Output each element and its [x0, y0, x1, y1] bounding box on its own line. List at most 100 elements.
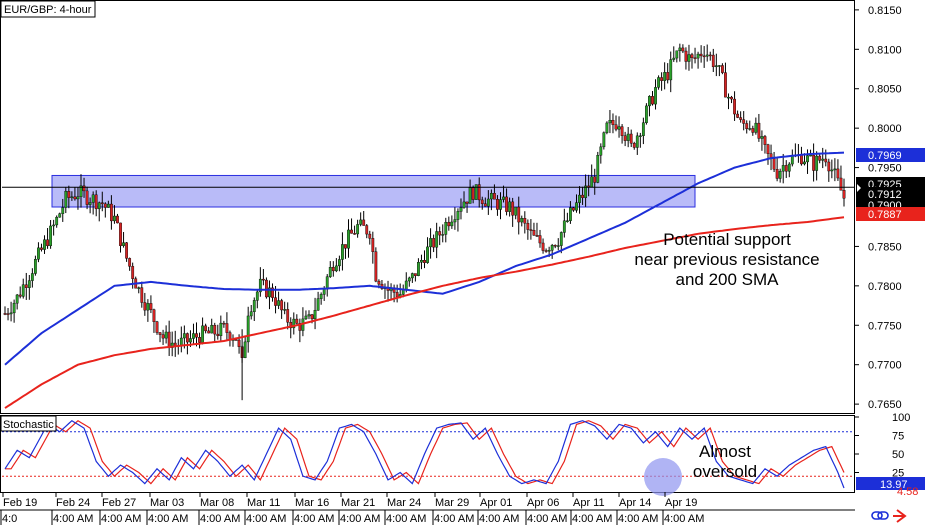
price-tag [856, 187, 925, 201]
candle-body [362, 219, 366, 226]
date-label: Feb 19 [3, 497, 37, 509]
candle-body [328, 267, 332, 277]
candle-body [684, 50, 688, 62]
candle-body [94, 194, 98, 210]
candle-body [304, 315, 308, 320]
candle-body [444, 221, 448, 235]
candle-body [377, 280, 381, 285]
candle-body [404, 280, 408, 291]
candle-body [15, 294, 19, 304]
candle-body [733, 98, 736, 115]
candle-body [645, 105, 648, 123]
candle-body [705, 54, 709, 57]
candle-body [471, 187, 475, 200]
candle-body [666, 72, 670, 81]
candle-body [334, 265, 338, 272]
candle-body [119, 222, 122, 246]
candle-body [52, 224, 56, 227]
candle-body [61, 207, 65, 214]
candle-body [772, 158, 776, 170]
candle-body [629, 133, 633, 144]
candle-body [626, 133, 630, 141]
candle-body [681, 47, 685, 52]
time-label: 4:00 AM [246, 513, 286, 525]
candle-body [800, 154, 803, 165]
candle-body [359, 219, 363, 225]
arrow-icon[interactable] [893, 509, 907, 523]
candle-body [502, 196, 505, 200]
candle-body [319, 294, 323, 299]
candle-body [417, 262, 420, 276]
time-label: 4:0 [2, 513, 17, 525]
sma-200-line [4, 216, 845, 409]
candle-body [423, 260, 426, 263]
stochastic-value-tag [856, 477, 925, 490]
time-label: 4:00 AM [434, 513, 474, 525]
candle-body [24, 284, 28, 288]
stochastic-tick-label: 25 [892, 468, 904, 480]
candle-body [432, 238, 436, 248]
date-label: Mar 24 [387, 497, 421, 509]
candle-body [711, 54, 715, 68]
candle-body [292, 318, 296, 329]
candle-body [815, 155, 819, 171]
link-icon[interactable] [871, 511, 889, 520]
candle-body [699, 53, 703, 57]
candle-body [584, 185, 588, 198]
candle-body [40, 247, 43, 250]
date-label: Mar 08 [200, 497, 234, 509]
candle-body [73, 196, 77, 200]
candle-body [736, 113, 740, 118]
candle-body [170, 342, 174, 348]
stochastic-title: Stochastic [3, 419, 54, 431]
price-tag [856, 148, 925, 162]
candle-body [544, 250, 548, 252]
candle-body [486, 198, 490, 207]
candle-body [249, 311, 253, 317]
candle-body [371, 238, 375, 252]
candle-body [480, 199, 484, 204]
candle-body [274, 297, 277, 306]
candle-body [67, 191, 71, 198]
candle-body [581, 194, 584, 198]
candle-body [179, 337, 183, 346]
candle-body [158, 332, 162, 335]
candle-body [395, 292, 399, 298]
annotation-line-2: near previous resistance [634, 250, 819, 269]
annotation-line-1: Potential support [663, 230, 791, 249]
candle-body [672, 57, 676, 60]
candle-body [100, 202, 104, 205]
candle-body [696, 53, 700, 59]
candle-body [161, 334, 165, 339]
candle-body [441, 234, 445, 236]
candle-body [520, 218, 524, 223]
stochastic-value-tag-label: 13.97 [880, 479, 908, 491]
candle-body [140, 287, 144, 303]
price-tag [856, 207, 925, 221]
date-label: Apr 06 [527, 497, 559, 509]
candle-body [572, 207, 575, 211]
candle-body [675, 50, 679, 59]
candle-body [505, 196, 508, 212]
candle-body [341, 244, 344, 260]
time-label: 4:00 AM [294, 513, 334, 525]
date-label: Apr 14 [619, 497, 651, 509]
support-zone [51, 174, 696, 208]
time-label: 4:00 AM [386, 513, 426, 525]
candle-body [778, 170, 782, 179]
candle-body [559, 232, 563, 246]
candle-body [410, 273, 414, 279]
date-label: Mar 21 [341, 497, 375, 509]
candle-body [751, 128, 755, 133]
candle-body [553, 245, 557, 247]
candle-body [55, 216, 59, 226]
sma-100-line [4, 151, 845, 366]
candle-body [213, 324, 217, 335]
candle-body [575, 202, 578, 211]
candle-body [12, 302, 16, 314]
candle-body [721, 65, 724, 73]
candle-body [842, 190, 846, 199]
candle-body [420, 260, 423, 263]
price-axis: 0.8150 0.8100 0.8050 0.8000 0.7950 0.7850 0.78… [854, 5, 910, 480]
candle-body [337, 259, 341, 267]
